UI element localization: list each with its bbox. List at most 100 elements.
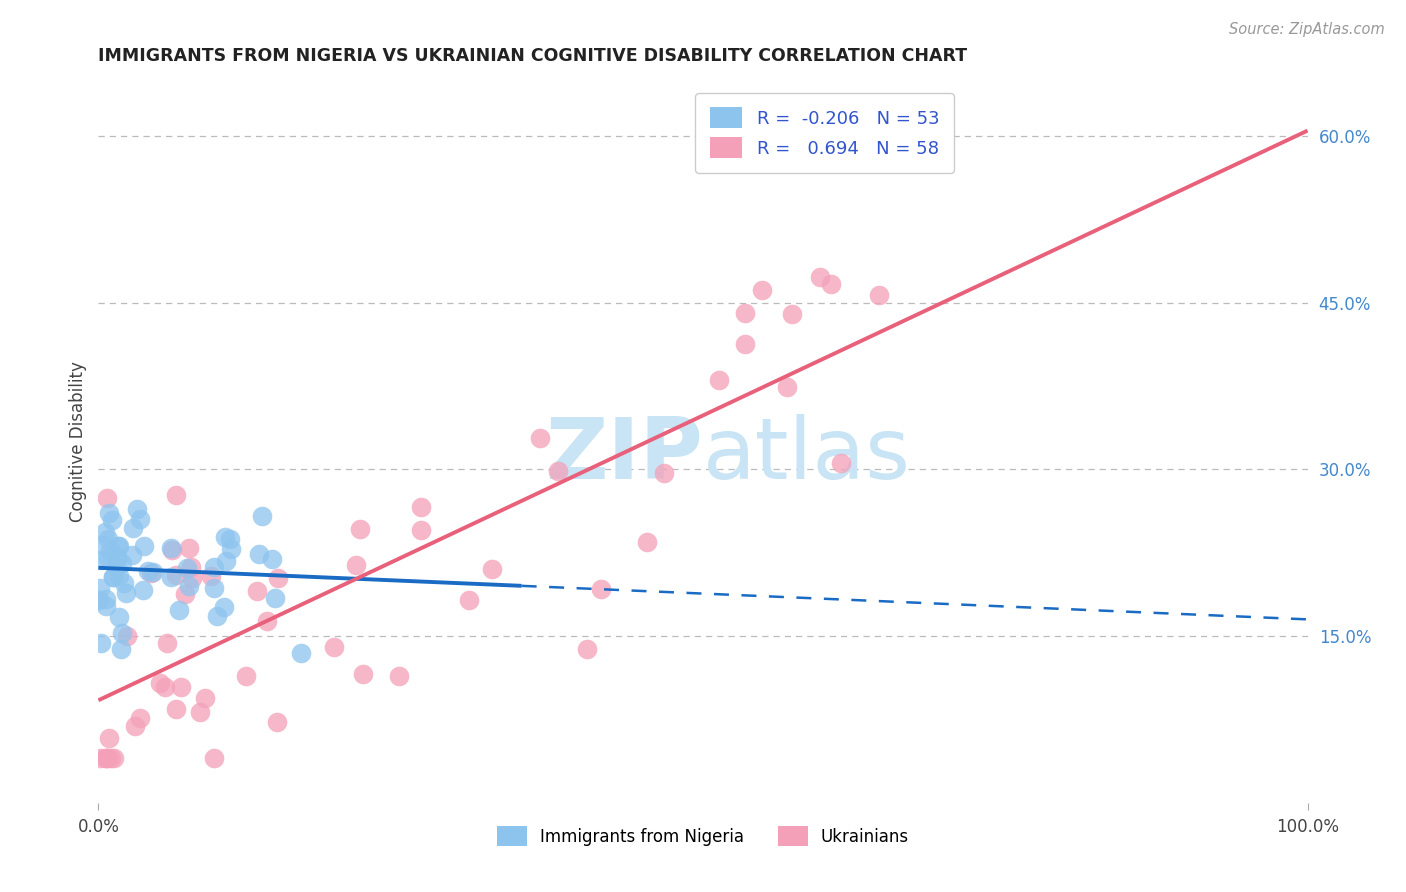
Point	[107, 550, 129, 565]
Point	[108, 540, 131, 554]
Point	[96, 599, 118, 613]
Point	[202, 581, 225, 595]
Point	[160, 570, 183, 584]
Point	[388, 668, 411, 682]
Point	[868, 288, 890, 302]
Point	[177, 541, 200, 555]
Point	[160, 541, 183, 555]
Point	[90, 552, 112, 566]
Point	[751, 283, 773, 297]
Point	[250, 509, 273, 524]
Point	[112, 575, 135, 590]
Point	[267, 571, 290, 585]
Point	[245, 583, 267, 598]
Point	[101, 513, 124, 527]
Point	[169, 603, 191, 617]
Point	[115, 629, 138, 643]
Point	[89, 751, 111, 765]
Point	[124, 719, 146, 733]
Y-axis label: Cognitive Disability: Cognitive Disability	[69, 361, 87, 522]
Point	[264, 591, 287, 605]
Point	[176, 561, 198, 575]
Point	[96, 751, 118, 765]
Legend: Immigrants from Nigeria, Ukrainians: Immigrants from Nigeria, Ukrainians	[491, 820, 915, 852]
Point	[110, 642, 132, 657]
Point	[411, 500, 433, 515]
Point	[131, 582, 153, 597]
Point	[652, 467, 675, 481]
Point	[290, 646, 312, 660]
Point	[808, 270, 831, 285]
Point	[127, 502, 149, 516]
Point	[591, 582, 613, 597]
Point	[181, 571, 204, 585]
Point	[141, 566, 163, 580]
Point	[165, 488, 187, 502]
Point	[457, 593, 479, 607]
Point	[256, 614, 278, 628]
Point	[129, 512, 152, 526]
Point	[247, 547, 270, 561]
Point	[780, 306, 803, 320]
Point	[89, 592, 111, 607]
Point	[142, 565, 165, 579]
Point	[529, 431, 551, 445]
Point	[101, 570, 124, 584]
Text: atlas: atlas	[703, 415, 911, 498]
Point	[707, 373, 730, 387]
Point	[215, 554, 238, 568]
Point	[115, 585, 138, 599]
Point	[94, 751, 117, 765]
Point	[204, 751, 226, 765]
Point	[820, 277, 842, 292]
Point	[128, 711, 150, 725]
Point	[153, 681, 176, 695]
Point	[149, 675, 172, 690]
Point	[97, 533, 120, 547]
Point	[200, 568, 222, 582]
Point	[636, 535, 658, 549]
Point	[90, 636, 112, 650]
Point	[260, 552, 283, 566]
Point	[180, 559, 202, 574]
Point	[194, 691, 217, 706]
Point	[134, 539, 156, 553]
Text: IMMIGRANTS FROM NIGERIA VS UKRAINIAN COGNITIVE DISABILITY CORRELATION CHART: IMMIGRANTS FROM NIGERIA VS UKRAINIAN COG…	[98, 47, 967, 65]
Point	[91, 538, 114, 552]
Point	[409, 523, 432, 537]
Point	[94, 524, 117, 539]
Point	[97, 506, 120, 520]
Point	[173, 587, 195, 601]
Point	[96, 491, 118, 505]
Point	[212, 600, 235, 615]
Point	[111, 557, 134, 571]
Point	[97, 551, 120, 566]
Point	[155, 636, 177, 650]
Point	[96, 751, 118, 765]
Point	[121, 521, 143, 535]
Point	[160, 542, 183, 557]
Point	[105, 559, 128, 574]
Point	[349, 522, 371, 536]
Point	[136, 564, 159, 578]
Point	[98, 731, 121, 745]
Point	[547, 464, 569, 478]
Point	[101, 569, 124, 583]
Point	[121, 548, 143, 562]
Point	[100, 751, 122, 765]
Point	[205, 608, 228, 623]
Point	[481, 561, 503, 575]
Point	[202, 560, 225, 574]
Text: Source: ZipAtlas.com: Source: ZipAtlas.com	[1229, 22, 1385, 37]
Point	[352, 666, 374, 681]
Point	[104, 551, 127, 566]
Point	[111, 626, 134, 640]
Point	[103, 751, 125, 765]
Point	[98, 543, 121, 558]
Point	[107, 539, 129, 553]
Point	[165, 567, 187, 582]
Point	[344, 558, 367, 573]
Point	[94, 592, 117, 607]
Point	[214, 530, 236, 544]
Point	[170, 680, 193, 694]
